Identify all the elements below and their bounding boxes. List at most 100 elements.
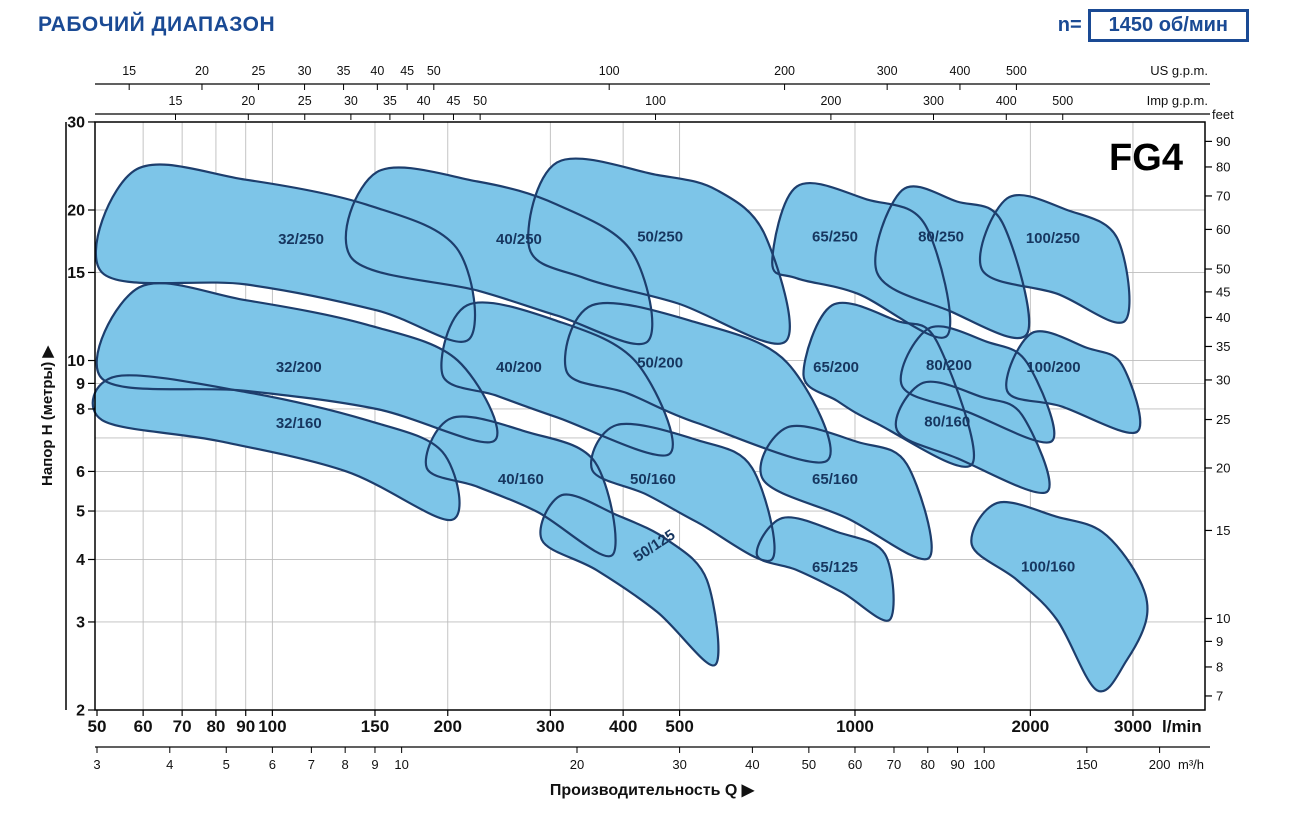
imp-gpm-tick-label: 20 <box>241 94 255 108</box>
lmin-tick-label: 400 <box>609 717 637 736</box>
region-65-125-outline <box>755 516 895 622</box>
imp-gpm-unit-label: Imp g.p.m. <box>1147 93 1208 108</box>
region-labels: 32/250 40/250 50/250 65/250 80/250 100/250 32/… <box>276 137 1183 576</box>
feet-tick-label: 35 <box>1216 339 1230 354</box>
m3h-tick-label: 20 <box>570 757 584 772</box>
meters-tick-label: 5 <box>76 504 85 521</box>
m3h-unit-label: m³/h <box>1178 757 1204 772</box>
imp-gpm-tick-label: 30 <box>344 94 358 108</box>
lmin-tick-label: 300 <box>536 717 564 736</box>
us-gpm-tick-label: 45 <box>400 64 414 78</box>
region-65-125-fill <box>756 517 894 621</box>
region-50-160-outline <box>590 422 776 563</box>
us-gpm-tick-label: 25 <box>251 64 265 78</box>
region-100-160-fill <box>971 501 1148 692</box>
region-32-200-outline <box>95 282 499 444</box>
imp-gpm-tick-label: 25 <box>298 94 312 108</box>
lmin-tick-label: 2000 <box>1011 717 1049 736</box>
region-32-250-outline <box>94 163 477 343</box>
lmin-unit-label: l/min <box>1162 717 1202 736</box>
imp-gpm-tick-label: 40 <box>417 94 431 108</box>
imp-gpm-tick-label: 300 <box>923 94 944 108</box>
meters-tick-label: 9 <box>76 376 85 393</box>
x-axis-title: Производительность Q ▶ <box>550 782 755 799</box>
meters-tick-label: 15 <box>67 265 85 282</box>
feet-tick-label: 25 <box>1216 412 1230 427</box>
imp-gpm-tick-label: 100 <box>645 94 666 108</box>
region-label-40-200: 40/200 <box>496 359 542 376</box>
us-gpm-tick-label: 500 <box>1006 64 1027 78</box>
m3h-tick-label: 6 <box>269 757 276 772</box>
region-label-50-200: 50/200 <box>637 355 683 372</box>
feet-tick-label: 7 <box>1216 688 1223 703</box>
speed-value-box: 1450 об/мин <box>1087 9 1249 42</box>
speed-prefix-label: n= <box>1057 14 1082 36</box>
lmin-tick-label: 50 <box>88 717 107 736</box>
us-gpm-tick-label: 35 <box>337 64 351 78</box>
meters-tick-label: 2 <box>76 703 85 720</box>
us-gpm-unit-label: US g.p.m. <box>1150 63 1208 78</box>
meters-tick-label: 30 <box>67 114 85 131</box>
region-label-50-160: 50/160 <box>630 471 676 488</box>
region-80-250-outline <box>874 185 1031 340</box>
region-label-80-250: 80/250 <box>918 229 964 246</box>
m3h-tick-label: 50 <box>802 757 816 772</box>
imp-gpm-tick-label: 500 <box>1052 94 1073 108</box>
feet-unit-label: feet <box>1212 107 1234 122</box>
us-gpm-tick-label: 30 <box>298 64 312 78</box>
region-label-65-160: 65/160 <box>812 471 858 488</box>
us-gpm-tick-label: 50 <box>427 64 441 78</box>
imp-gpm-tick-label: 50 <box>473 94 487 108</box>
m3h-tick-label: 4 <box>166 757 173 772</box>
region-80-200-outline <box>899 325 1056 444</box>
region-100-160-outline <box>970 500 1149 693</box>
imp-gpm-tick-label: 15 <box>169 94 183 108</box>
us-gpm-tick-label: 300 <box>877 64 898 78</box>
feet-tick-label: 90 <box>1216 134 1230 149</box>
lmin-tick-label: 1000 <box>836 717 874 736</box>
region-label-80-160: 80/160 <box>924 414 970 431</box>
plot-border <box>94 121 1206 711</box>
y-axis-title: Напор H (метры) ▶ <box>39 345 56 486</box>
region-100-250-outline <box>978 193 1131 324</box>
region-50-125-outline <box>539 493 720 667</box>
feet-tick-label: 8 <box>1216 659 1223 674</box>
lmin-tick-label: 70 <box>173 717 192 736</box>
lmin-tick-label: 90 <box>236 717 255 736</box>
region-80-160-outline <box>894 380 1051 495</box>
region-label-65-250: 65/250 <box>812 229 858 246</box>
feet-tick-label: 40 <box>1216 310 1230 325</box>
us-gpm-tick-label: 15 <box>122 64 136 78</box>
region-label-32-200: 32/200 <box>276 359 322 376</box>
m3h-tick-label: 7 <box>308 757 315 772</box>
imp-gpm-tick-label: 45 <box>447 94 461 108</box>
lmin-tick-label: 100 <box>258 717 286 736</box>
region-50-125-fill <box>540 494 719 666</box>
m3h-tick-label: 30 <box>672 757 686 772</box>
us-gpm-tick-label: 100 <box>599 64 620 78</box>
region-outlines <box>91 157 1149 693</box>
m3h-tick-label: 9 <box>371 757 378 772</box>
region-50-250-fill <box>528 158 790 344</box>
m3h-tick-label: 10 <box>394 757 408 772</box>
model-label: FG4 <box>1109 137 1183 179</box>
feet-tick-label: 70 <box>1216 188 1230 203</box>
m3h-tick-label: 200 <box>1149 757 1171 772</box>
region-65-200-outline <box>802 301 975 468</box>
region-65-160-outline <box>759 424 933 561</box>
axes: 15 20 25 30 35 40 45 50 100 200 300 400 500 US g.p.m.… <box>39 63 1234 799</box>
region-40-250-outline <box>344 166 654 346</box>
lmin-tick-label: 150 <box>361 717 389 736</box>
m3h-tick-label: 5 <box>223 757 230 772</box>
region-32-200-fill <box>96 283 498 443</box>
meters-tick-label: 6 <box>76 464 85 481</box>
lmin-tick-label: 500 <box>665 717 693 736</box>
region-label-32-250: 32/250 <box>278 231 324 248</box>
region-label-100-200: 100/200 <box>1026 359 1080 376</box>
lmin-tick-label: 60 <box>134 717 153 736</box>
m3h-tick-label: 8 <box>342 757 349 772</box>
imp-gpm-tick-label: 200 <box>820 94 841 108</box>
region-label-32-160: 32/160 <box>276 415 322 432</box>
feet-tick-label: 30 <box>1216 372 1230 387</box>
m3h-tick-label: 80 <box>921 757 935 772</box>
